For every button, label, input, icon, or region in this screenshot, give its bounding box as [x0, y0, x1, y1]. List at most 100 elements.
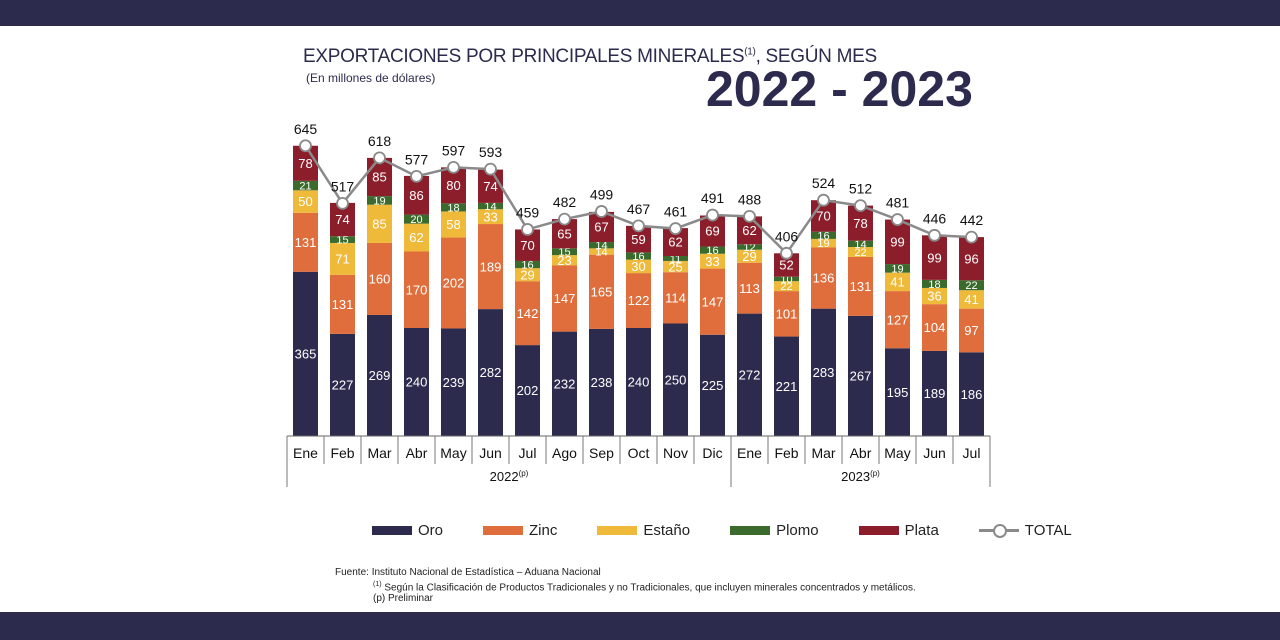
- segment-label-plata: 99: [927, 250, 941, 265]
- segment-label-zinc: 136: [813, 271, 835, 286]
- segment-label-zinc: 114: [665, 291, 686, 306]
- total-label: 517: [331, 178, 355, 194]
- bar-segment-plomo: [515, 260, 540, 269]
- legend-swatch-plata: [858, 525, 899, 535]
- x-tick-label: Ene: [293, 445, 318, 461]
- segment-label-zinc: 127: [887, 312, 909, 327]
- total-marker: [706, 208, 719, 222]
- segment-label-plomo: 21: [299, 181, 311, 193]
- bar-segment-zinc: [552, 265, 577, 332]
- segment-label-oro: 272: [739, 367, 761, 382]
- total-label: 406: [775, 228, 799, 244]
- total-label: 446: [923, 210, 947, 226]
- segment-label-estano: 19: [817, 238, 829, 250]
- total-label: 499: [590, 186, 614, 202]
- classification-note-mark: (1): [373, 580, 382, 588]
- bar-segment-zinc: [330, 274, 355, 334]
- total-label: 461: [664, 204, 688, 220]
- bar-segment-oro: [367, 314, 392, 436]
- legend-label-total: TOTAL: [1024, 521, 1072, 539]
- bar-segment-oro: [404, 328, 429, 436]
- bar-segment-plomo: [293, 180, 318, 191]
- legend-item-total: TOTAL: [978, 521, 1072, 539]
- segment-label-estano: 85: [372, 217, 386, 232]
- bar-segment-plata: [774, 253, 799, 277]
- segment-label-zinc: 189: [480, 259, 502, 274]
- segment-label-zinc: 170: [406, 282, 428, 297]
- total-label: 512: [849, 181, 873, 197]
- total-marker: [484, 162, 497, 176]
- segment-label-oro: 225: [702, 378, 724, 393]
- segment-label-zinc: 131: [332, 297, 354, 312]
- segment-label-oro: 189: [924, 386, 946, 401]
- bar-segment-estano: [404, 223, 429, 252]
- bar-segment-plomo: [663, 256, 688, 261]
- legend-label-oro: Oro: [418, 521, 444, 539]
- x-tick-label: Mar: [811, 445, 835, 461]
- bar-segment-oro: [737, 313, 762, 436]
- total-marker: [817, 193, 830, 207]
- bar-segment-plomo: [589, 242, 614, 249]
- segment-label-plomo: 10: [780, 274, 792, 286]
- bar-segment-zinc: [959, 308, 984, 353]
- segment-label-plata: 62: [742, 223, 756, 238]
- chart-title-suffix: , SEGÚN MES: [755, 46, 878, 67]
- total-label: 442: [960, 212, 984, 228]
- segment-label-plomo: 16: [706, 245, 718, 257]
- bar-segment-zinc: [404, 251, 429, 328]
- segment-label-oro: 227: [332, 378, 354, 393]
- segment-label-estano: 23: [557, 253, 571, 268]
- bar-segment-oro: [922, 350, 947, 436]
- bar-segment-estano: [478, 209, 503, 225]
- bar-segment-plata: [885, 219, 910, 265]
- segment-label-oro: 365: [295, 347, 317, 362]
- segment-label-plata: 59: [631, 232, 645, 247]
- segment-label-zinc: 142: [517, 306, 539, 321]
- segment-label-oro: 202: [517, 383, 539, 398]
- segment-label-plomo: 19: [891, 263, 903, 275]
- bar-segment-plata: [922, 235, 947, 280]
- segment-label-plata: 70: [520, 238, 534, 253]
- segment-label-plomo: 15: [558, 247, 570, 259]
- segment-label-plomo: 14: [595, 240, 607, 252]
- bar-segment-plomo: [811, 231, 836, 239]
- total-marker: [447, 160, 460, 174]
- x-tick-label: Oct: [628, 445, 650, 461]
- segment-label-plata: 85: [372, 170, 386, 185]
- bottom-banner: [0, 612, 1280, 640]
- bar-segment-estano: [293, 190, 318, 213]
- segment-label-zinc: 113: [739, 281, 760, 296]
- bar-segment-zinc: [922, 304, 947, 351]
- bar-segment-oro: [293, 271, 318, 436]
- legend-item-zinc: Zinc: [483, 522, 557, 539]
- x-tick-label: Ago: [552, 445, 577, 461]
- bar-segment-estano: [515, 268, 540, 282]
- segment-label-plata: 86: [409, 188, 423, 203]
- bar-segment-oro: [441, 328, 466, 436]
- segment-label-estano: 22: [780, 281, 792, 293]
- bar-segment-oro: [774, 336, 799, 436]
- classification-note-text: Según la Clasificación de Productos Trad…: [381, 581, 916, 593]
- legend-label-plomo: Plomo: [776, 521, 819, 539]
- segment-label-plomo: 16: [632, 251, 644, 263]
- x-tick-label: Jul: [963, 445, 981, 461]
- bar-segment-zinc: [626, 273, 651, 328]
- total-marker: [373, 151, 386, 165]
- segment-label-plata: 99: [890, 235, 904, 250]
- segment-label-zinc: 202: [443, 276, 465, 291]
- preliminary-note: (p) Preliminar: [373, 593, 434, 605]
- segment-label-estano: 29: [520, 267, 534, 282]
- segment-label-zinc: 147: [554, 291, 576, 306]
- total-marker: [669, 222, 682, 235]
- segment-label-plomo: 16: [521, 260, 533, 272]
- chart-title-main: EXPORTACIONES POR PRINCIPALES MINERALES: [303, 46, 745, 67]
- segment-label-zinc: 131: [295, 235, 317, 250]
- segment-label-plomo: 16: [817, 230, 829, 242]
- segment-label-plata: 70: [816, 209, 830, 224]
- segment-label-estano: 33: [705, 254, 719, 269]
- total-marker: [632, 219, 645, 233]
- legend-swatch-estano: [597, 525, 638, 535]
- segment-label-plomo: 20: [410, 214, 422, 226]
- bar-segment-plomo: [922, 279, 947, 288]
- total-label: 524: [812, 175, 836, 191]
